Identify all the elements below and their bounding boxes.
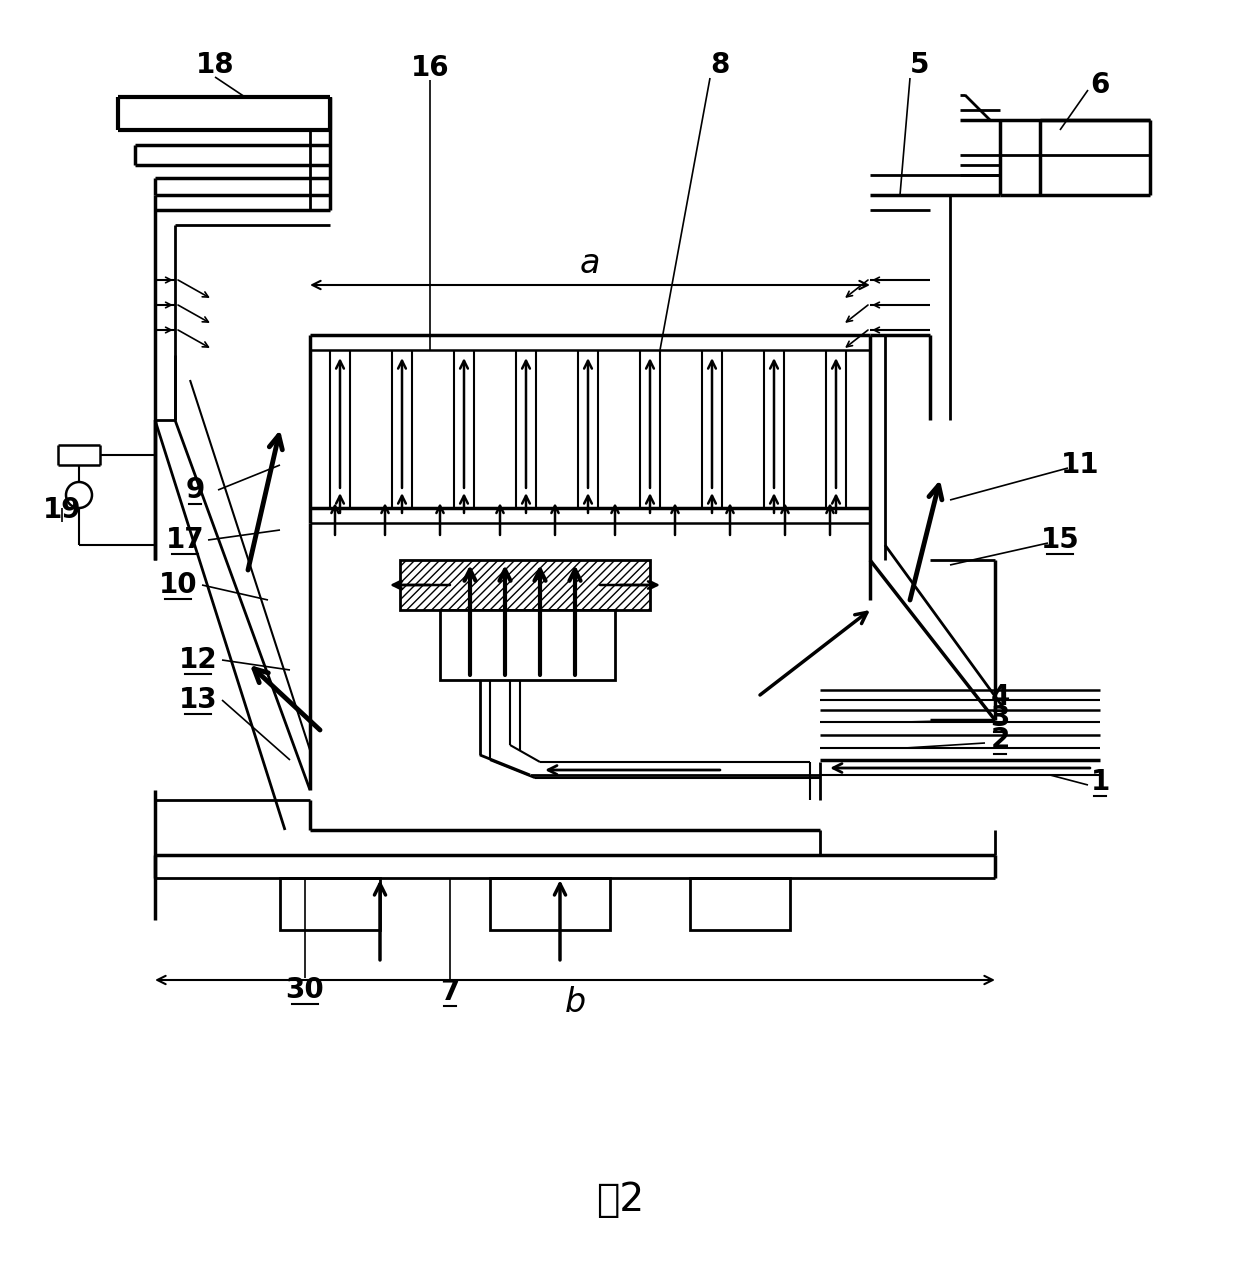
Text: 2: 2 (991, 726, 1009, 753)
Text: b: b (564, 985, 585, 1019)
Text: 12: 12 (179, 647, 217, 674)
Text: 17: 17 (166, 526, 205, 554)
Text: 3: 3 (991, 705, 1009, 732)
Text: 16: 16 (410, 54, 449, 82)
Text: 1: 1 (1090, 768, 1110, 796)
Text: 30: 30 (285, 976, 325, 1005)
Text: 图2: 图2 (596, 1181, 644, 1218)
Text: 18: 18 (196, 52, 234, 79)
Text: 15: 15 (1040, 526, 1079, 554)
Text: 7: 7 (440, 978, 460, 1006)
Text: 11: 11 (1060, 451, 1099, 479)
Text: 8: 8 (711, 52, 729, 79)
Bar (689, 878, 790, 930)
Text: 13: 13 (179, 687, 217, 714)
Bar (280, 878, 379, 930)
Text: 9: 9 (185, 477, 205, 504)
Text: 10: 10 (159, 571, 197, 599)
Bar (440, 611, 615, 680)
Text: 6: 6 (1090, 71, 1110, 99)
Text: 19: 19 (42, 496, 82, 524)
Text: 5: 5 (910, 52, 930, 79)
Bar (401, 560, 650, 611)
Text: a: a (580, 246, 600, 279)
Text: 4: 4 (991, 683, 1009, 711)
Bar (490, 878, 610, 930)
